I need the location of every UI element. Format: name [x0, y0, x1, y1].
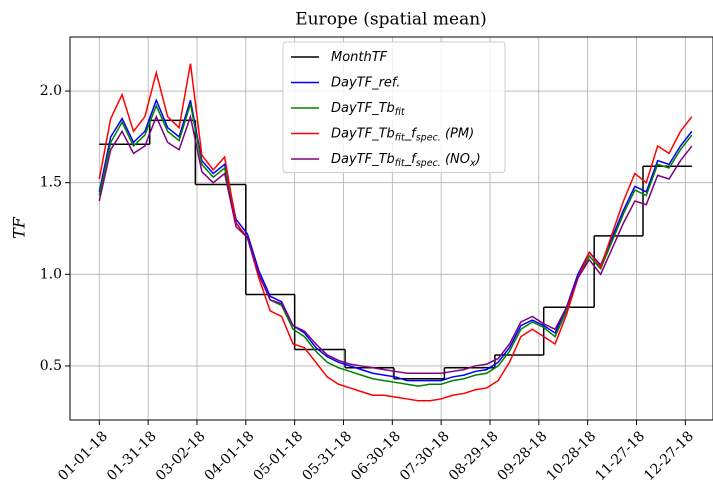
legend-label: MonthTF	[331, 50, 388, 65]
x-tick-label: 10-28-18	[544, 428, 600, 484]
x-tick-label: 01-31-18	[104, 428, 160, 484]
x-tick-label: 03-02-18	[153, 428, 209, 484]
series-line	[98, 113, 693, 375]
legend-label: DayTF_Tbfit_fspec. (NOx)	[331, 152, 481, 169]
x-tick-label: 04-01-18	[202, 428, 258, 484]
plot-frame	[69, 36, 713, 421]
series-line	[98, 103, 693, 387]
chart-title: Europe (spatial mean)	[295, 10, 487, 30]
x-tick-label: 06-30-18	[348, 428, 404, 484]
legend-label: DayTF_Tbfit_fspec. (PM)	[331, 126, 474, 143]
y-tick-label: 1.0	[40, 266, 62, 282]
y-tick-label: 2.0	[40, 83, 62, 99]
x-tick-label: 08-29-18	[446, 428, 502, 484]
x-tick-label: 09-28-18	[495, 428, 551, 484]
x-tick-label: 05-31-18	[299, 428, 355, 484]
legend-box	[282, 41, 506, 173]
x-tick-label: 01-01-18	[55, 428, 111, 484]
legend-label: DayTF_Tbfit	[331, 101, 406, 118]
x-tick-label: 12-27-18	[641, 428, 697, 484]
y-tick-label: 1.5	[40, 175, 62, 191]
x-tick-label: 05-01-18	[251, 428, 307, 484]
series-line	[98, 63, 693, 402]
legend: MonthTF DayTF_ref. DayTF_Tbfit DayTF_Tbfit_…	[282, 41, 506, 173]
y-axis-label: TF	[10, 216, 29, 239]
x-tick-label: 11-27-18	[592, 428, 648, 484]
y-tick-label: 0.5	[40, 358, 62, 374]
legend-label: DayTF_ref.	[331, 75, 400, 90]
x-tick-label: 07-30-18	[397, 428, 453, 484]
